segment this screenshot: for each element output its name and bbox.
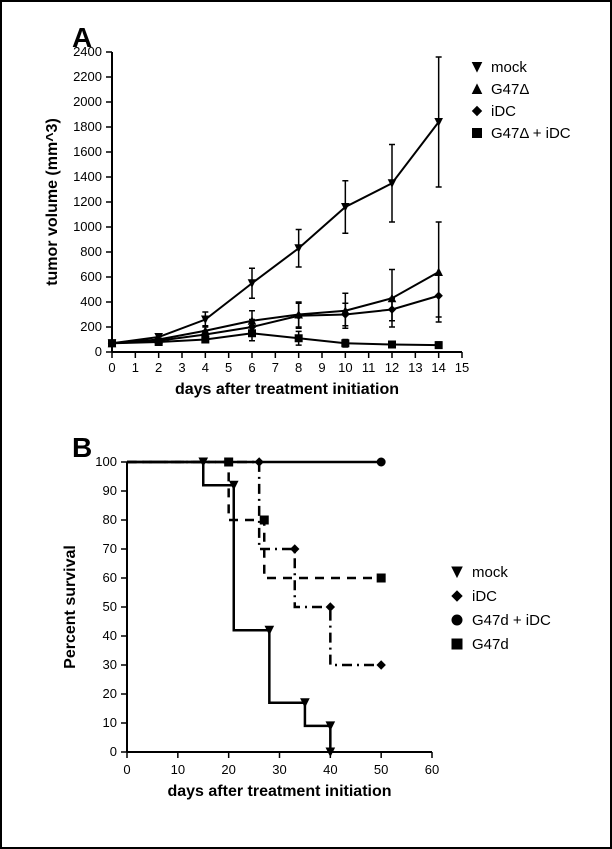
svg-text:3: 3 — [178, 360, 185, 375]
svg-text:G47Δ + iDC: G47Δ + iDC — [491, 125, 571, 142]
svg-text:G47Δ: G47Δ — [491, 81, 529, 98]
chart-b: 0 10 20 30 40 50 60 70 80 90 100 0 10 20 30 40 50 60 days … — [32, 442, 592, 822]
svg-text:70: 70 — [103, 541, 117, 556]
svg-text:800: 800 — [80, 244, 102, 259]
svg-text:mock: mock — [491, 59, 527, 76]
svg-text:1800: 1800 — [73, 119, 102, 134]
svg-text:9: 9 — [318, 360, 325, 375]
svg-text:60: 60 — [425, 762, 439, 777]
svg-text:50: 50 — [374, 762, 388, 777]
svg-text:100: 100 — [95, 454, 117, 469]
svg-text:tumor volume (mm^3): tumor volume (mm^3) — [44, 118, 61, 286]
svg-text:Percent survival: Percent survival — [62, 545, 79, 669]
svg-text:0: 0 — [108, 360, 115, 375]
svg-text:days after treatment initiatio: days after treatment initiation — [175, 381, 399, 398]
svg-text:30: 30 — [103, 657, 117, 672]
svg-text:iDC: iDC — [491, 103, 516, 120]
svg-text:50: 50 — [103, 599, 117, 614]
svg-text:15: 15 — [455, 360, 469, 375]
svg-text:10: 10 — [171, 762, 185, 777]
svg-text:4: 4 — [202, 360, 209, 375]
svg-text:400: 400 — [80, 294, 102, 309]
svg-text:200: 200 — [80, 319, 102, 334]
svg-text:0: 0 — [123, 762, 130, 777]
svg-text:2400: 2400 — [73, 44, 102, 59]
svg-text:G47d: G47d — [472, 636, 509, 653]
svg-text:0: 0 — [110, 744, 117, 759]
svg-text:11: 11 — [362, 360, 376, 375]
svg-text:1600: 1600 — [73, 144, 102, 159]
svg-text:600: 600 — [80, 269, 102, 284]
svg-text:2200: 2200 — [73, 69, 102, 84]
svg-text:iDC: iDC — [472, 588, 497, 605]
svg-text:60: 60 — [103, 570, 117, 585]
svg-text:G47d + iDC: G47d + iDC — [472, 612, 551, 629]
svg-text:20: 20 — [103, 686, 117, 701]
svg-text:10: 10 — [338, 360, 352, 375]
svg-text:2000: 2000 — [73, 94, 102, 109]
figure-page: A 02004006008001000120014001600180020002… — [0, 0, 612, 849]
svg-text:10: 10 — [103, 715, 117, 730]
svg-text:1200: 1200 — [73, 194, 102, 209]
svg-text:1000: 1000 — [73, 219, 102, 234]
svg-text:14: 14 — [431, 360, 445, 375]
chart-a: 0 200 400 600 800 1000 1200 1400 1600 1800 2000 220… — [32, 32, 592, 412]
svg-text:90: 90 — [103, 483, 117, 498]
svg-text:40: 40 — [103, 628, 117, 643]
svg-text:12: 12 — [385, 360, 399, 375]
svg-text:1400: 1400 — [73, 169, 102, 184]
svg-text:2: 2 — [155, 360, 162, 375]
svg-text:40: 40 — [323, 762, 337, 777]
svg-text:mock: mock — [472, 564, 508, 581]
svg-text:days after treatment initiatio: days after treatment initiation — [167, 783, 391, 800]
svg-text:80: 80 — [103, 512, 117, 527]
svg-text:30: 30 — [272, 762, 286, 777]
svg-text:5: 5 — [225, 360, 232, 375]
svg-text:7: 7 — [272, 360, 279, 375]
svg-text:13: 13 — [408, 360, 422, 375]
svg-text:1: 1 — [132, 360, 139, 375]
svg-text:20: 20 — [221, 762, 235, 777]
svg-text:8: 8 — [295, 360, 302, 375]
svg-text:0: 0 — [95, 344, 102, 359]
svg-text:6: 6 — [248, 360, 255, 375]
